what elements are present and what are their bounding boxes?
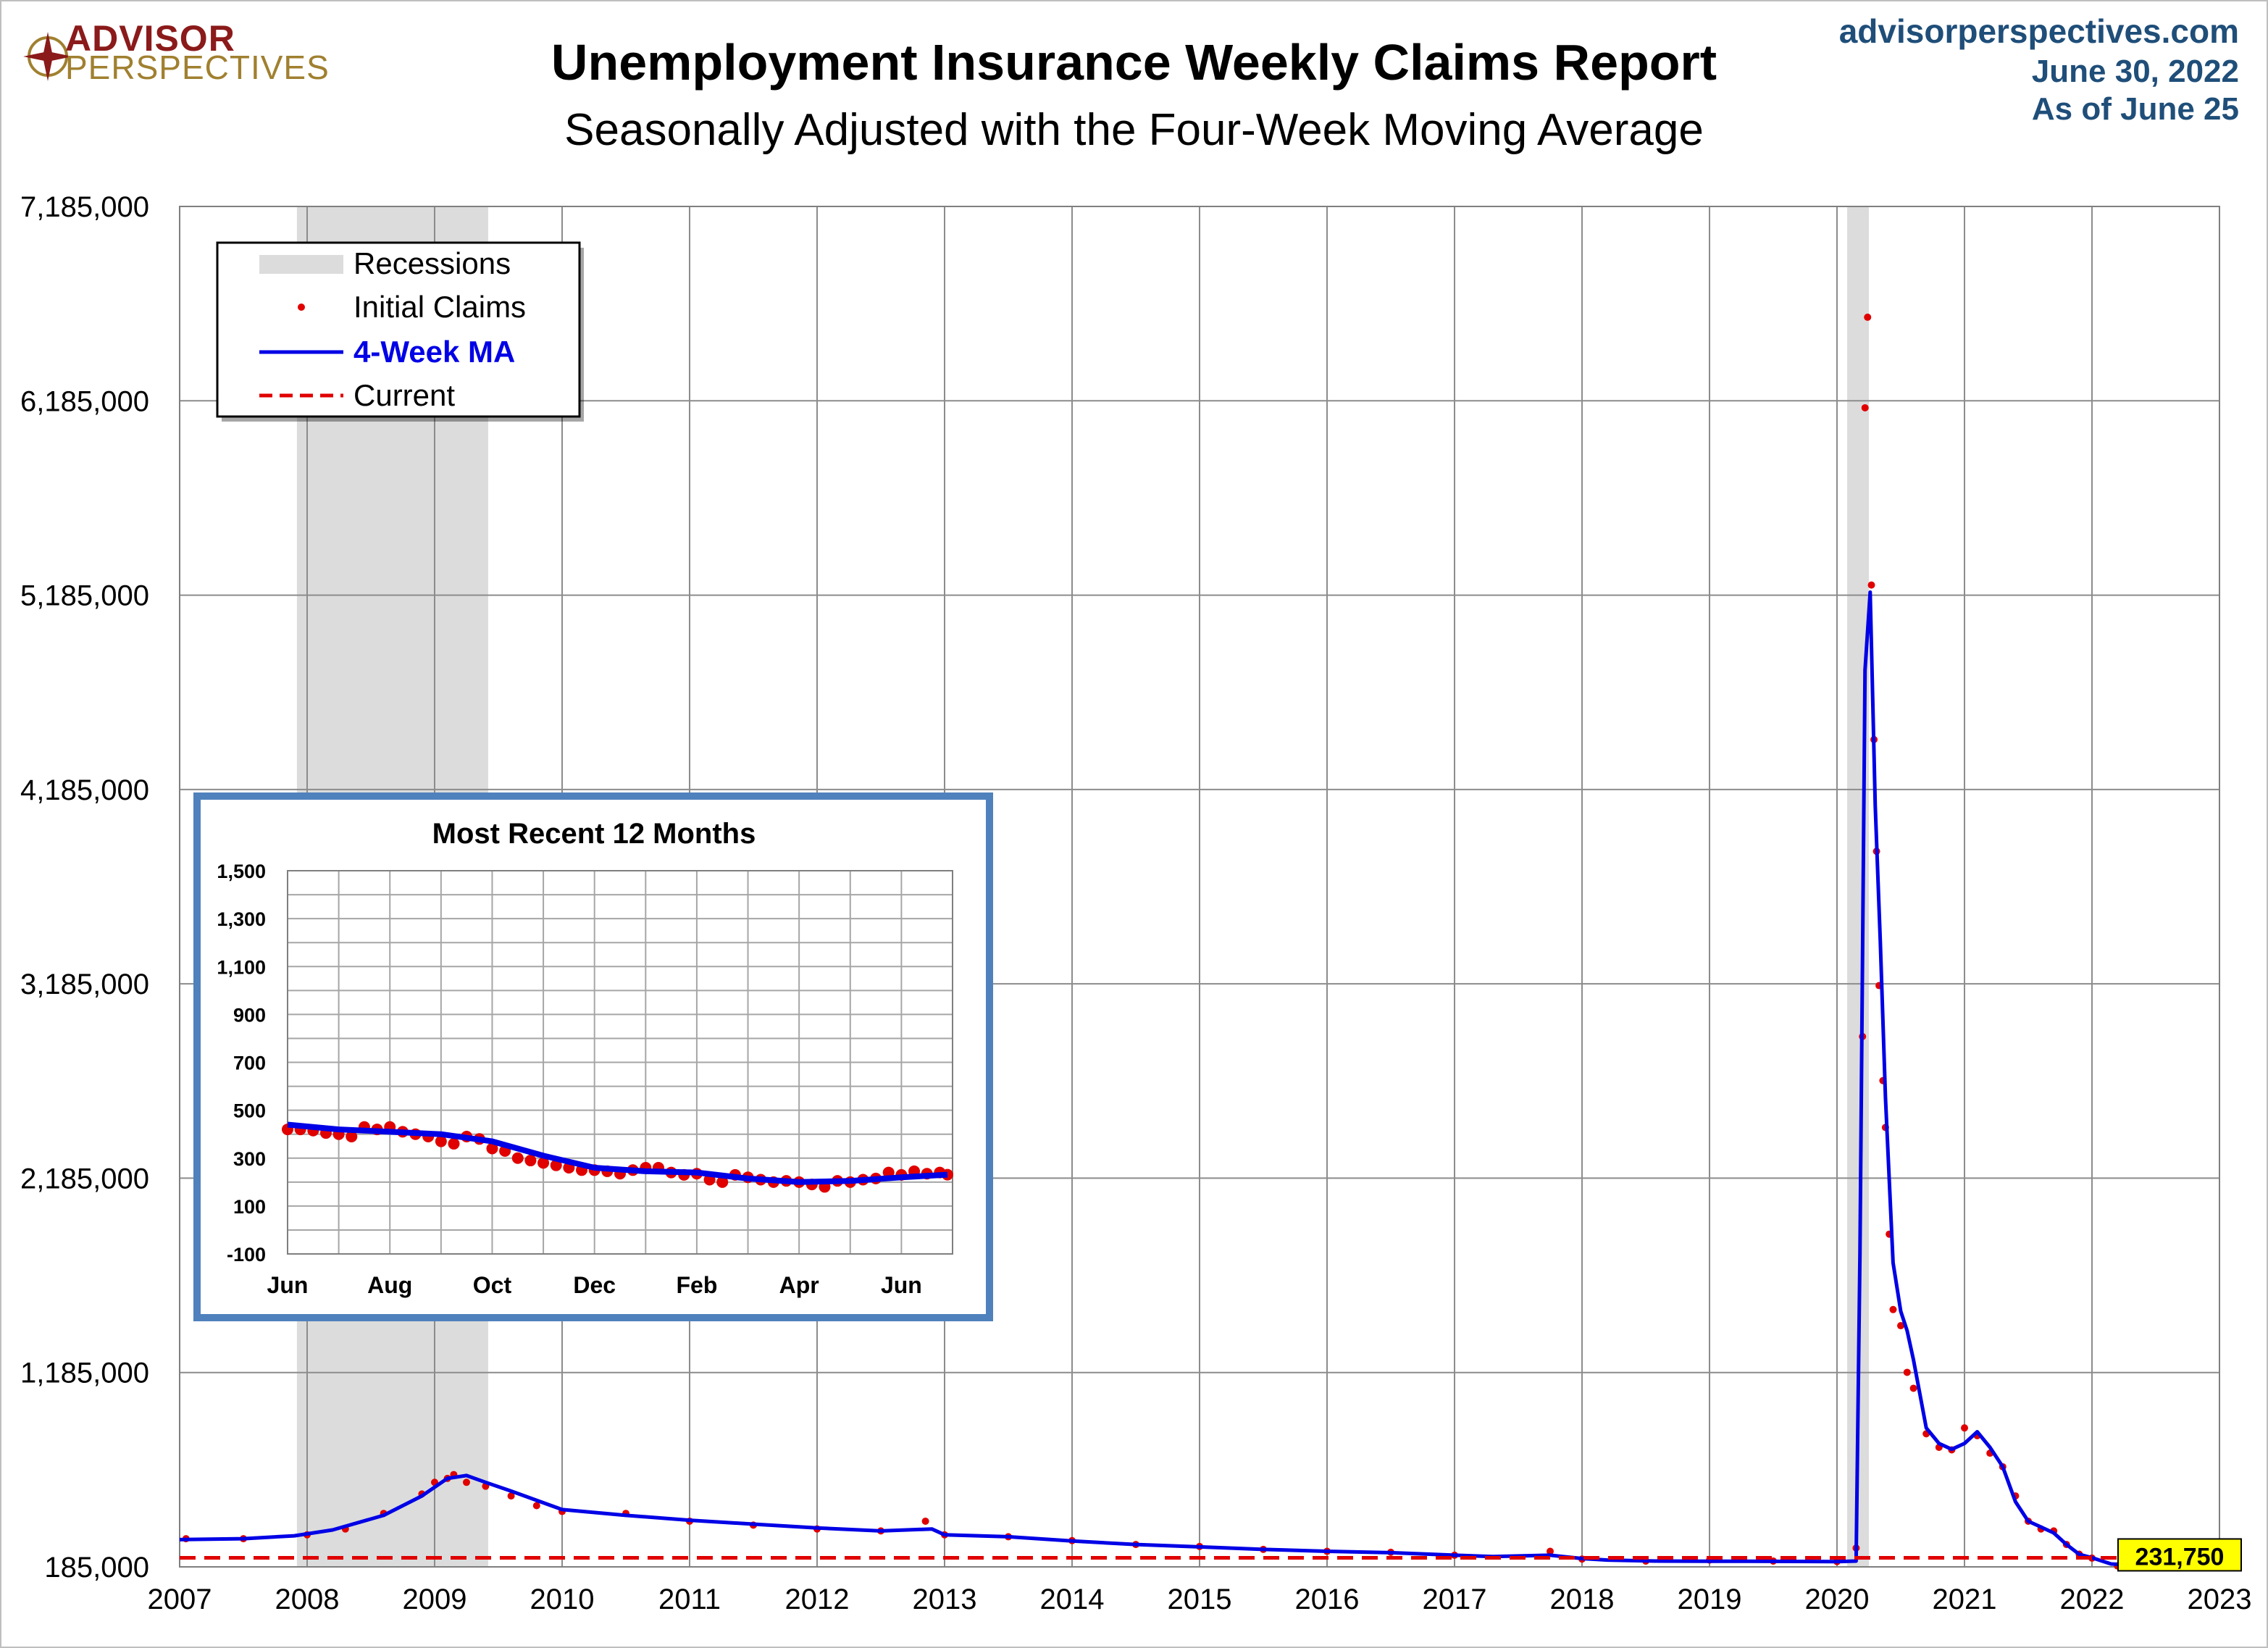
inset-y-tick-label-4: 700: [233, 1053, 266, 1074]
inset-claims-point: [448, 1137, 460, 1150]
x-tick-label-2019: 2019: [1678, 1584, 1742, 1615]
x-tick-label-2020: 2020: [1805, 1584, 1870, 1615]
inset-claims-point: [537, 1157, 550, 1169]
y-tick-label-0: 7,185,000: [20, 191, 149, 223]
legend-recession-swatch: [259, 255, 343, 274]
x-tick-label-2014: 2014: [1040, 1584, 1105, 1615]
claims-point: [1903, 1368, 1911, 1376]
inset-y-tick-label-1: 1,300: [217, 908, 266, 930]
legend: Recessions Initial Claims 4-Week MA Current: [216, 241, 584, 422]
main-plot-border: [179, 206, 2220, 1568]
inset-x-tick-label-5: Apr: [779, 1272, 819, 1298]
inset-claims-point: [435, 1135, 447, 1147]
page-title: Unemployment Insurance Weekly Claims Rep…: [551, 34, 1717, 91]
inset-ma-line: [287, 1121, 948, 1185]
claims-point: [1897, 1322, 1904, 1330]
inset-chart: Most Recent 12 Months 1,500 1,300 1,100 900 7…: [193, 792, 993, 1321]
x-tick-label-2015: 2015: [1168, 1584, 1232, 1615]
x-tick-label-2010: 2010: [530, 1584, 595, 1615]
current-value-badge: 231,750: [2117, 1538, 2242, 1572]
legend-label-claims: Initial Claims: [353, 290, 526, 324]
claims-point: [507, 1492, 515, 1500]
y-tick-label-4: 3,185,000: [20, 969, 149, 1000]
x-tick-label-2018: 2018: [1550, 1584, 1615, 1615]
x-tick-label-2021: 2021: [1933, 1584, 1997, 1615]
page-subtitle: Seasonally Adjusted with the Four-Week M…: [564, 105, 1704, 155]
x-tick-label-2008: 2008: [275, 1584, 340, 1615]
x-tick-label-2011: 2011: [658, 1584, 721, 1615]
inset-x-tick-label-1: Aug: [367, 1272, 412, 1298]
y-tick-label-1: 6,185,000: [20, 385, 149, 417]
x-tick-label-2023: 2023: [2188, 1584, 2252, 1615]
claims-point: [1961, 1424, 1968, 1432]
inset-x-tick-label-0: Jun: [267, 1272, 309, 1298]
inset-border: [193, 792, 993, 1321]
x-tick-label-2017: 2017: [1423, 1584, 1487, 1615]
as-of-date: As of June 25: [2031, 91, 2239, 127]
y-tick-label-7: 185,000: [44, 1552, 149, 1584]
logo-advisor-text: ADVISOR: [65, 18, 235, 59]
legend-label-current: Current: [353, 378, 455, 412]
ma-line: [179, 590, 2154, 1567]
claims-point: [921, 1517, 929, 1525]
inset-x-tick-label-3: Dec: [573, 1272, 616, 1298]
claims-point: [1861, 403, 1869, 411]
inset-claims-point: [716, 1176, 729, 1188]
inset-y-tick-label-8: -100: [227, 1244, 266, 1266]
logo-perspectives-text: PERSPECTIVES: [65, 49, 330, 86]
claims-point: [1909, 1384, 1917, 1392]
inset-x-tick-label-4: Feb: [676, 1272, 717, 1298]
inset-claims-point: [524, 1155, 537, 1167]
y-tick-label-2: 5,185,000: [20, 580, 149, 612]
x-tick-label-2022: 2022: [2060, 1584, 2125, 1615]
y-tick-label-5: 2,185,000: [20, 1163, 149, 1195]
legend-label-ma: 4-Week MA: [353, 335, 515, 369]
legend-claims-swatch: [298, 304, 305, 311]
x-tick-label-2009: 2009: [403, 1584, 467, 1615]
inset-y-tick-label-7: 100: [233, 1196, 266, 1218]
inset-title: Most Recent 12 Months: [432, 818, 756, 850]
claims-point: [1864, 313, 1872, 321]
inset-y-tick-label-5: 500: [233, 1100, 266, 1122]
claims-point: [532, 1502, 540, 1510]
report-date: June 30, 2022: [2031, 54, 2239, 89]
y-tick-label-3: 4,185,000: [20, 774, 149, 806]
claims-point: [1547, 1547, 1554, 1555]
inset-claims-point: [511, 1152, 524, 1164]
inset-claims-point: [346, 1130, 358, 1142]
inset-y-tick-label-6: 300: [233, 1148, 266, 1170]
y-tick-label-6: 1,185,000: [20, 1358, 149, 1389]
legend-label-recessions: Recessions: [353, 246, 511, 280]
x-tick-label-2007: 2007: [148, 1584, 212, 1615]
inset-x-tick-label-2: Oct: [473, 1272, 512, 1298]
x-tick-label-2016: 2016: [1295, 1584, 1360, 1615]
claims-point: [1889, 1305, 1897, 1313]
inset-y-tick-label-0: 1,500: [217, 861, 266, 882]
claims-point: [1867, 581, 1875, 589]
x-tick-label-2013: 2013: [913, 1584, 977, 1615]
inset-x-tick-label-6: Jun: [881, 1272, 922, 1298]
current-value-label: 231,750: [2135, 1543, 2225, 1570]
logo-compass-icon: [23, 32, 72, 81]
inset-y-tick-label-2: 1,100: [217, 956, 266, 978]
inset-claims-point: [486, 1142, 498, 1155]
site-link[interactable]: advisorperspectives.com: [1838, 12, 2239, 50]
x-tick-label-2012: 2012: [785, 1584, 850, 1615]
inset-claims-point: [550, 1159, 562, 1171]
claims-point: [463, 1478, 470, 1486]
inset-y-tick-label-3: 900: [233, 1004, 266, 1026]
inset-plot-border: [287, 870, 953, 1255]
